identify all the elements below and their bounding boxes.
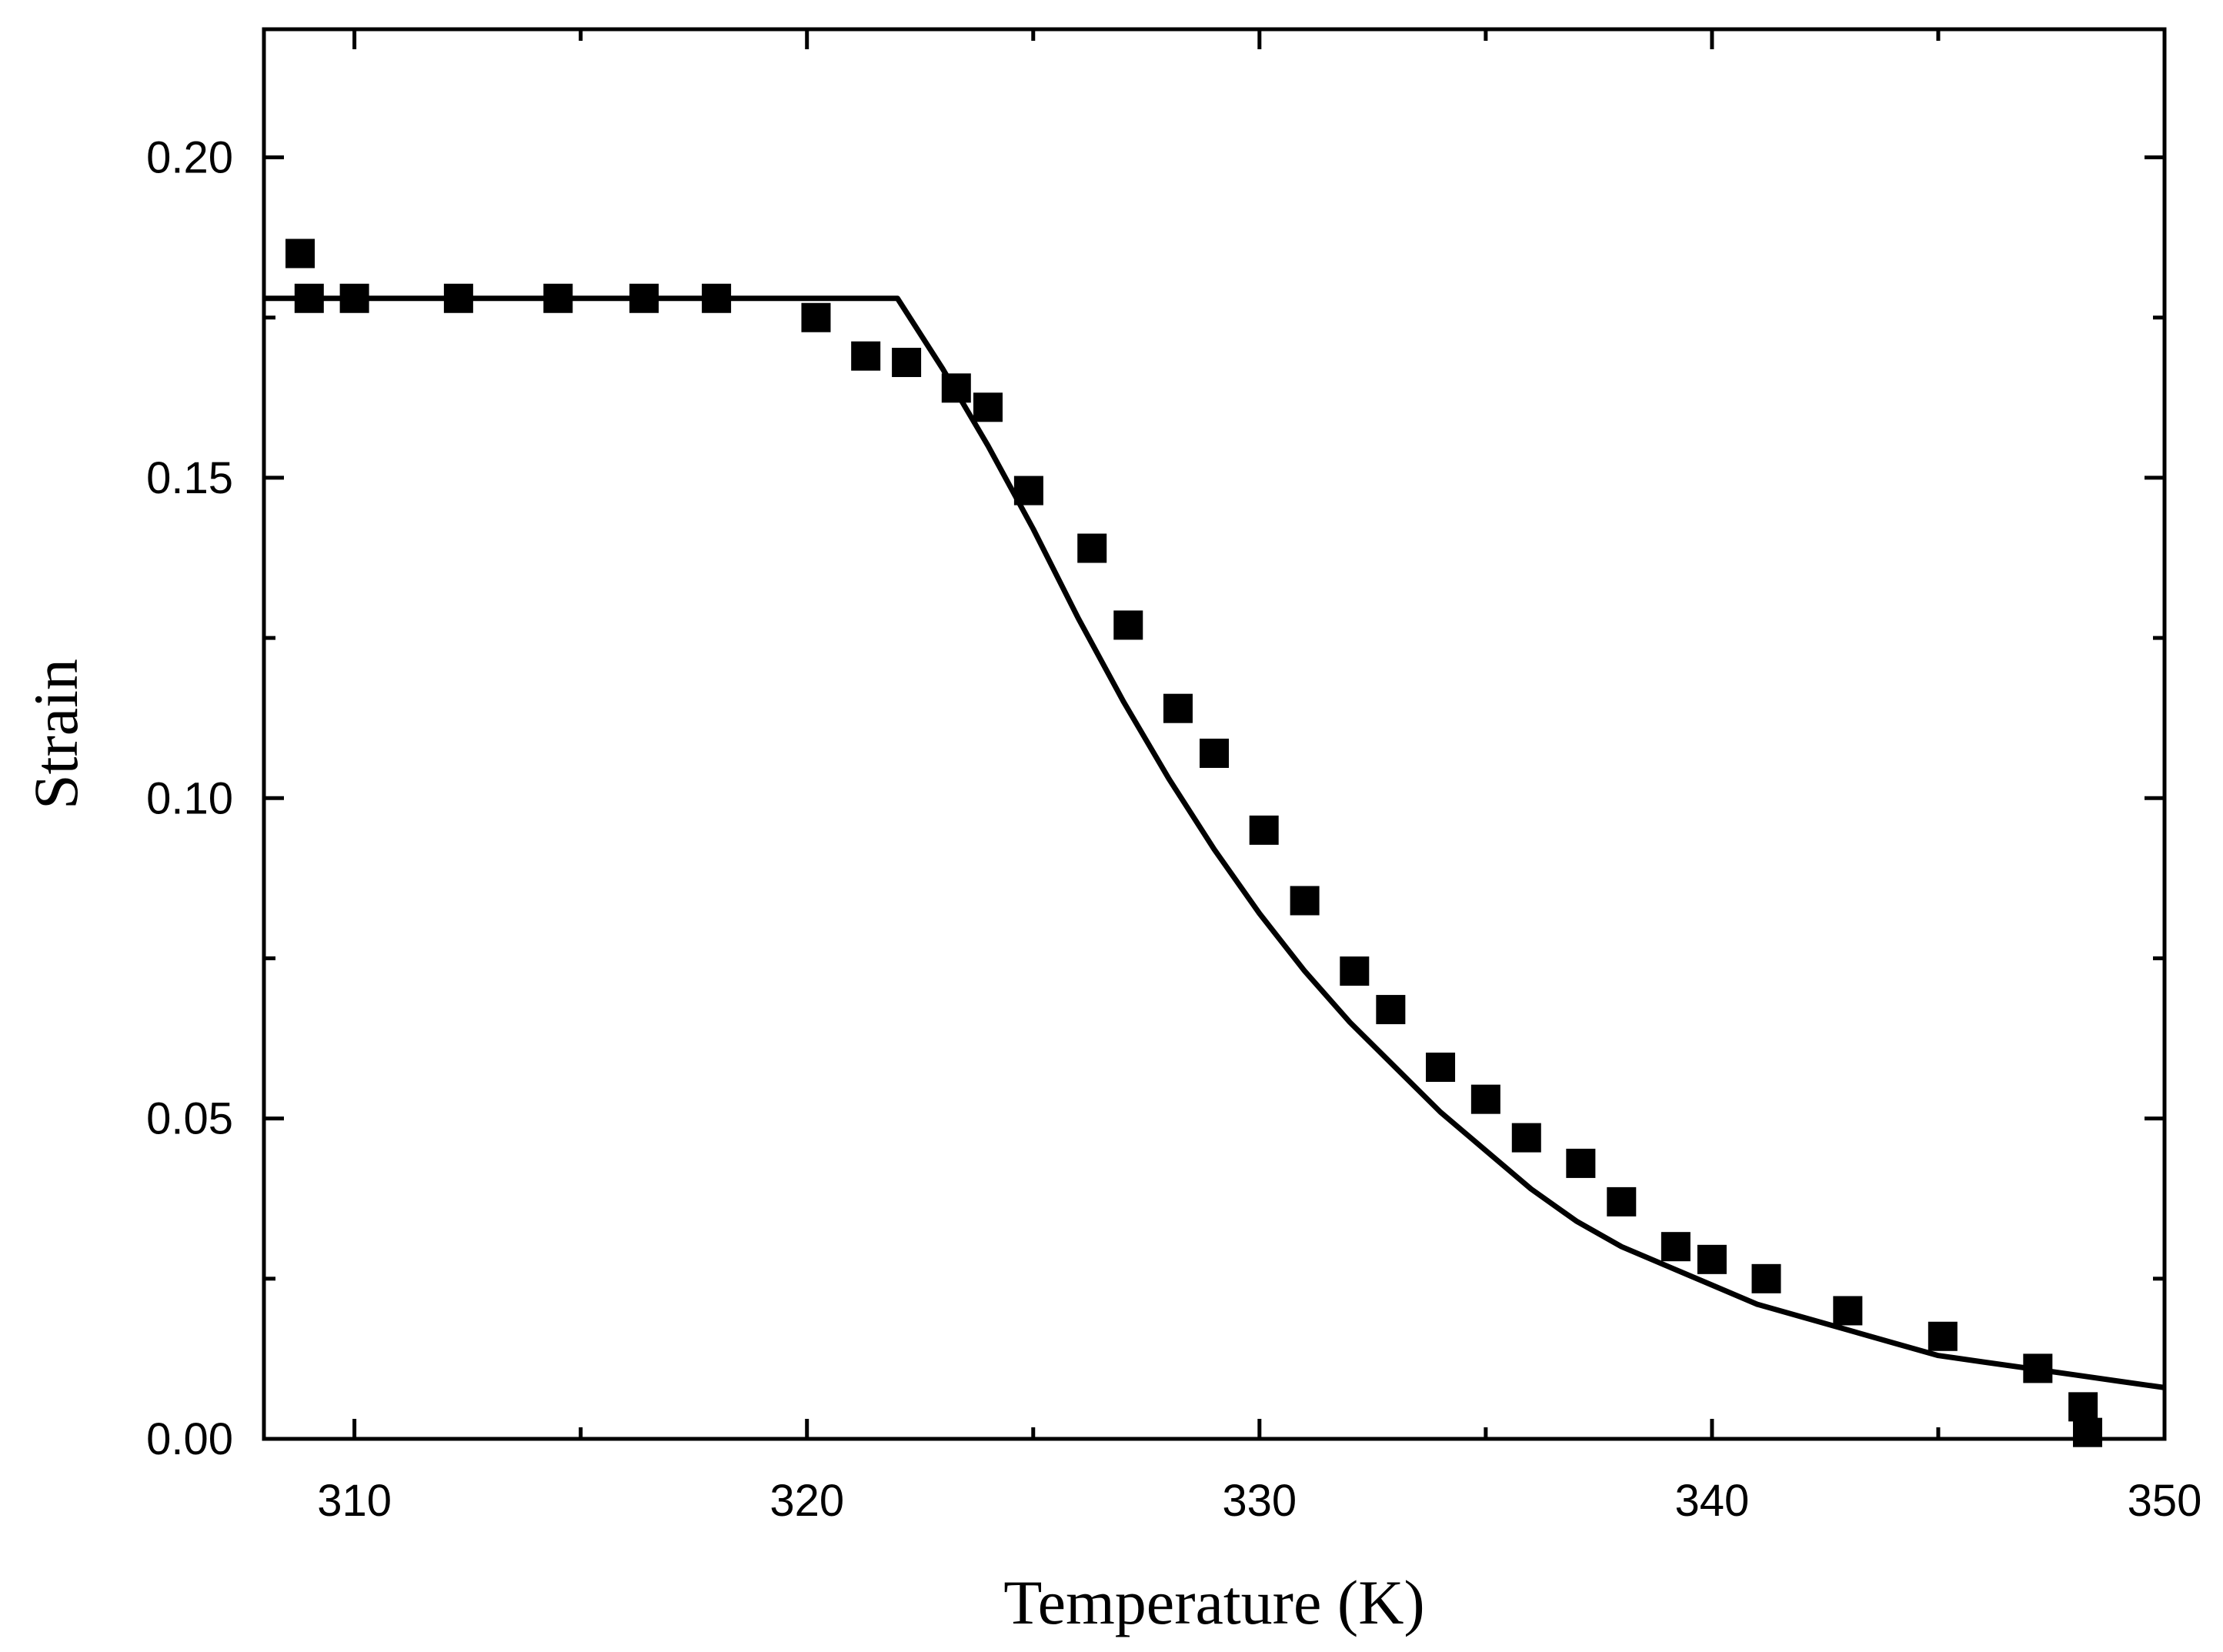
data-point-marker (851, 341, 881, 371)
y-tick-label: 0.15 (146, 453, 233, 503)
data-point-marker (1340, 956, 1370, 986)
data-point-marker (1200, 738, 1229, 768)
data-point-marker (1661, 1232, 1691, 1262)
x-axis-title: Temperature (K) (1003, 1567, 1424, 1637)
data-point-marker (1470, 1084, 1500, 1114)
axis-ticks (264, 29, 2167, 1441)
data-point-marker (892, 348, 922, 378)
tick-labels: 310 320 330 340 350 0.00 0.05 0.10 0.15 0.20 (146, 133, 2201, 1526)
data-point-marker (801, 302, 831, 332)
x-tick-label: 350 (2128, 1476, 2202, 1526)
x-tick-label: 310 (317, 1476, 392, 1526)
y-axis-title: Strain (21, 659, 91, 809)
data-point-marker (1833, 1296, 1863, 1326)
x-tick-label: 340 (1675, 1476, 1750, 1526)
data-point-marker (1163, 693, 1193, 723)
data-point-marker (1376, 995, 1406, 1025)
fit-line (264, 295, 2165, 1390)
plot-frame (262, 27, 2167, 1441)
data-point-marker (1928, 1321, 1958, 1351)
data-point-marker (1113, 610, 1143, 640)
plot-series (264, 239, 2165, 1447)
data-point-marker (1607, 1186, 1637, 1216)
x-tick-label: 330 (1222, 1476, 1297, 1526)
data-point-marker (1566, 1148, 1596, 1178)
x-tick-label: 320 (769, 1476, 844, 1526)
data-point-marker (1249, 815, 1279, 845)
y-tick-label: 0.00 (146, 1414, 233, 1464)
data-point-marker (2073, 1417, 2103, 1447)
data-point-marker (285, 239, 315, 269)
data-point-marker (1290, 886, 1320, 916)
y-tick-label: 0.05 (146, 1094, 233, 1144)
y-tick-label: 0.10 (146, 773, 233, 823)
y-tick-label: 0.20 (146, 133, 233, 183)
data-point-marker (1697, 1244, 1727, 1274)
data-point-marker (1751, 1263, 1781, 1293)
data-point-marker (1426, 1053, 1456, 1083)
data-point-marker (2068, 1392, 2098, 1422)
data-point-marker (1077, 533, 1107, 563)
data-point-marker (1511, 1123, 1541, 1153)
data-point-marker (973, 392, 1003, 422)
